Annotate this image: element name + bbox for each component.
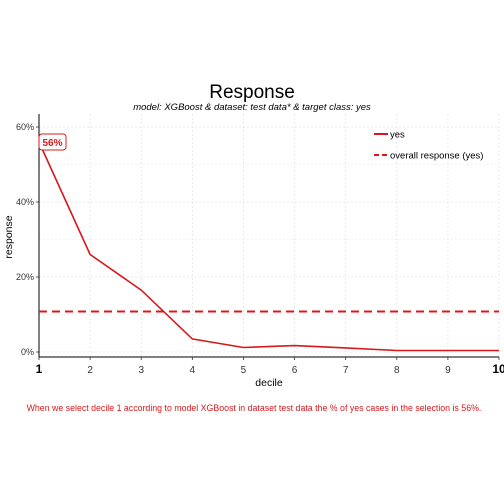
legend-label: overall response (yes) xyxy=(390,151,483,162)
annotation: 56% xyxy=(39,134,66,150)
x-tick-label: 8 xyxy=(394,365,400,376)
chart-caption: When we select decile 1 according to mod… xyxy=(27,403,482,413)
chart-title: Response xyxy=(209,82,295,103)
x-tick-label: 5 xyxy=(241,365,247,376)
y-tick-label: 20% xyxy=(16,272,34,282)
x-tick-label: 6 xyxy=(292,365,298,376)
x-tick-label: 9 xyxy=(445,365,451,376)
series-line-yes xyxy=(39,142,499,351)
series-lines xyxy=(39,142,499,351)
y-axis-ticks: 0% 20% 40% 60% xyxy=(16,122,39,357)
x-tick-label: 7 xyxy=(343,365,349,376)
y-tick-label: 60% xyxy=(16,122,34,132)
x-tick-label: 3 xyxy=(138,365,144,376)
annotation-label: 56% xyxy=(42,138,62,149)
legend-label: yes xyxy=(390,130,405,141)
chart-subtitle: model: XGBoost & dataset: test data* & t… xyxy=(133,102,371,113)
x-tick-label: 2 xyxy=(87,365,93,376)
x-tick-label: 1 xyxy=(36,362,43,376)
x-axis-ticks: 1 2 3 4 5 6 7 8 9 10 xyxy=(36,357,504,376)
y-tick-label: 40% xyxy=(16,197,34,207)
x-tick-label: 10 xyxy=(492,362,504,376)
x-axis-label: decile xyxy=(255,377,283,389)
x-tick-label: 4 xyxy=(190,365,196,376)
legend: yes overall response (yes) xyxy=(374,130,483,162)
y-axis-label: response xyxy=(3,215,15,258)
y-tick-label: 0% xyxy=(21,347,34,357)
